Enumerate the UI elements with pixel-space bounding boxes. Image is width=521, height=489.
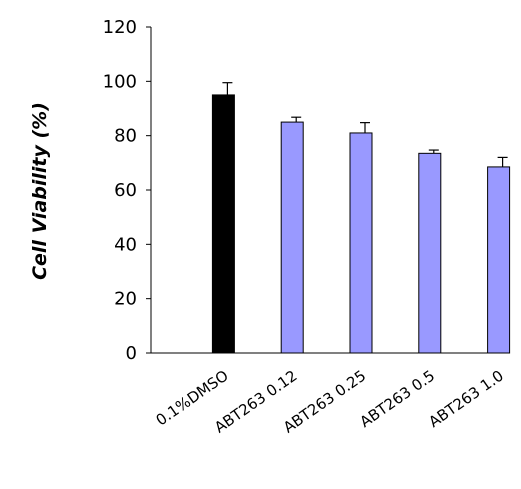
- bar: [349, 132, 373, 354]
- bar: [280, 121, 304, 354]
- y-tick-label: 60: [114, 180, 137, 201]
- y-tick-label: 0: [126, 343, 137, 364]
- y-tick-label: 40: [114, 234, 137, 255]
- y-tick-label: 80: [114, 126, 137, 147]
- bar: [211, 94, 235, 354]
- x-tick-label: ABT263 1.0: [425, 367, 507, 432]
- bars: [211, 94, 511, 354]
- x-tick-label: ABT263 0.5: [357, 367, 439, 432]
- y-axis-label-group: Cell Viability (%): [29, 102, 51, 280]
- y-tick-label: 120: [103, 17, 137, 38]
- error-bars: [222, 82, 508, 167]
- axes: [150, 27, 495, 354]
- y-ticks: 0 20 40 60 80 100 120: [103, 17, 151, 364]
- y-tick-label: 100: [103, 71, 137, 92]
- y-axis-label: Cell Viability (%): [29, 102, 51, 280]
- bar: [418, 152, 442, 354]
- y-tick-label: 20: [114, 289, 137, 310]
- bar: [487, 166, 511, 354]
